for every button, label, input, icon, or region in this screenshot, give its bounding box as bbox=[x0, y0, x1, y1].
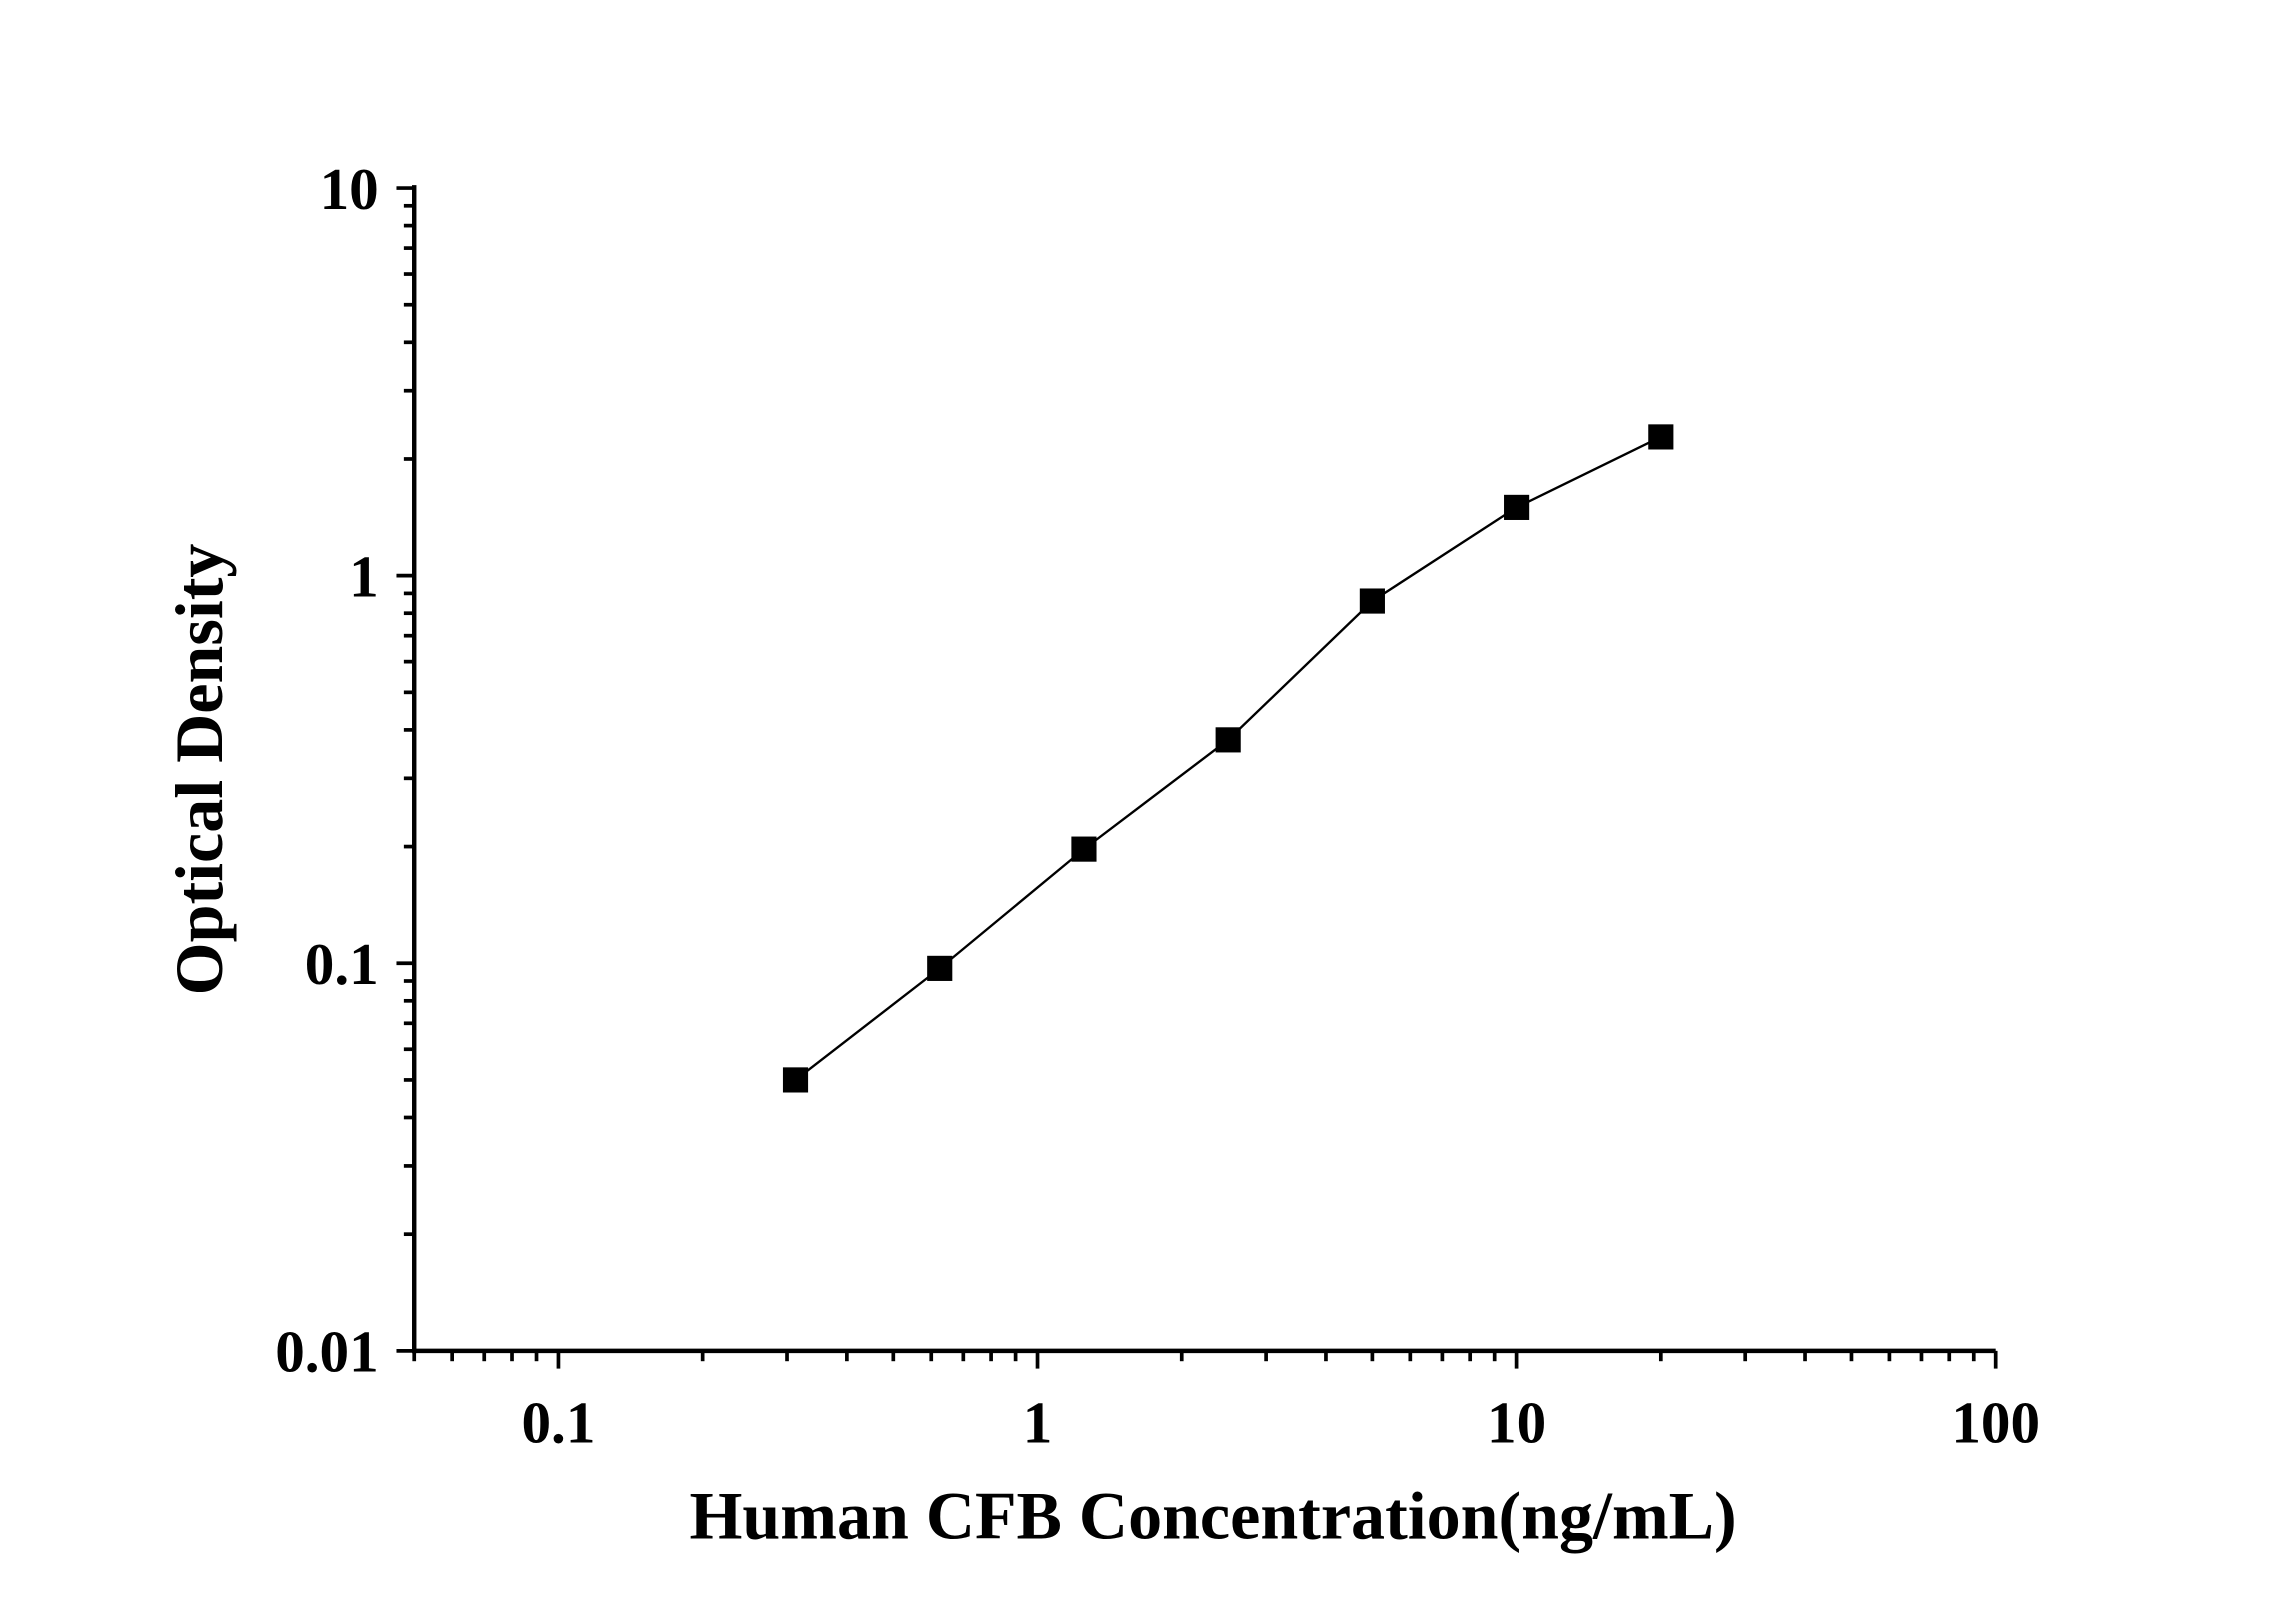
tick-labels: 0.01 0.1 1 10 0.1 1 10 100 bbox=[275, 156, 2040, 1456]
data-point-marker bbox=[1504, 494, 1530, 520]
x-tick-label: 10 bbox=[1487, 1390, 1546, 1456]
plot-area bbox=[782, 424, 1674, 1093]
y-tick-label: 0.1 bbox=[305, 931, 379, 997]
x-tick-label: 100 bbox=[1951, 1390, 2040, 1456]
axes bbox=[396, 185, 1998, 1369]
y-tick-label: 1 bbox=[349, 543, 379, 609]
data-point-marker bbox=[1071, 836, 1097, 862]
x-tick-label: 0.1 bbox=[521, 1390, 595, 1456]
data-point-marker bbox=[1359, 588, 1385, 614]
data-point-marker bbox=[782, 1067, 809, 1093]
x-axis-label: Human CFB Concentration(ng/mL) bbox=[689, 1478, 1736, 1554]
fit-curve-line bbox=[794, 435, 1662, 1081]
y-tick-label: 0.01 bbox=[275, 1319, 379, 1385]
x-tick-label: 1 bbox=[1023, 1390, 1053, 1456]
data-point-marker bbox=[1648, 424, 1674, 450]
data-point-marker bbox=[1215, 727, 1241, 753]
y-axis-label: Optical Density bbox=[161, 544, 237, 996]
data-point-marker bbox=[927, 955, 953, 981]
y-tick-label: 10 bbox=[320, 156, 379, 222]
